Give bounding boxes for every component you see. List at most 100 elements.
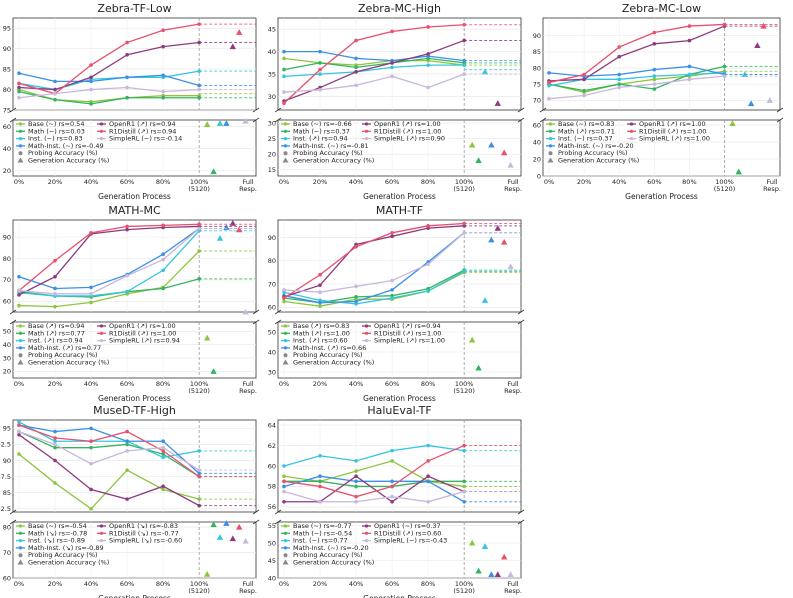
probe-point [125, 85, 129, 90]
probe-point [687, 77, 692, 82]
legend-swatch-marker [18, 531, 23, 535]
series-simplerl [282, 489, 521, 578]
series-line [18, 453, 200, 510]
probe-point [53, 97, 57, 102]
probe-point [282, 474, 286, 479]
series-line [283, 490, 465, 503]
x-tick-label: 0% [279, 580, 289, 588]
x-tick-label: 0% [14, 580, 24, 588]
probe-point [53, 458, 57, 463]
legend-swatch-marker [283, 346, 288, 350]
series-line [548, 70, 725, 93]
legend-label: SimpleRL (↗) rs=1.00 [374, 337, 445, 345]
legend-label: Base (↗) rs=0.94 [28, 322, 84, 330]
axis-break-mark [517, 117, 525, 123]
series-line [18, 250, 200, 308]
probe-point [161, 439, 165, 444]
probe-point [652, 77, 657, 82]
legend-label: Base (~) rs=-0.54 [28, 522, 87, 530]
y-tick-label: 60 [3, 574, 11, 582]
series-r1distill [547, 22, 780, 85]
probe-point [17, 95, 21, 100]
probe-point [89, 79, 93, 84]
x-tick-label: 100% [455, 580, 474, 588]
x-tick-label: (5120) [453, 185, 475, 193]
legend-swatch-marker [18, 524, 23, 528]
probe-point [125, 273, 129, 278]
legend-swatch-marker [629, 122, 634, 126]
probe-point [426, 443, 430, 448]
legend-generation-symbol [547, 157, 554, 163]
probe-point [426, 85, 430, 90]
probe-point [354, 83, 358, 88]
probe-point [652, 30, 657, 35]
legend-probing-symbol [548, 151, 553, 156]
series-line [283, 232, 465, 293]
legend-label: Inst. (↗) rs=0.60 [293, 337, 348, 345]
probe-point [390, 494, 394, 499]
probe-point [125, 449, 129, 453]
legend-generation-label: Generation Accuracy (%) [558, 157, 639, 165]
probe-point [125, 429, 129, 434]
x-tick-label: Full [507, 178, 518, 186]
legend-generation-label: Generation Accuracy (%) [293, 559, 374, 567]
probe-point [125, 40, 129, 45]
series-openr1 [282, 224, 521, 299]
legend-swatch-marker [18, 339, 23, 343]
probe-point [53, 292, 57, 296]
generation-marker [747, 100, 755, 107]
legend-swatch-marker [364, 531, 369, 535]
generation-marker [507, 571, 514, 578]
x-tick-label: 40% [349, 580, 363, 588]
probe-point [318, 479, 322, 484]
upper-axes-frame [12, 419, 257, 513]
axis-break-mark [9, 519, 17, 525]
probe-point [547, 83, 551, 88]
series-r1distill [282, 443, 521, 560]
legend-label: R1Distill (↗) rs=0.94 [109, 127, 176, 135]
legend-label: Math-Inst. (~) rs=-0.20 [558, 142, 634, 150]
probe-point [426, 25, 430, 29]
y-tick-label: 62 [268, 442, 276, 450]
legend-swatch-marker [99, 531, 104, 535]
axis-break-mark [274, 309, 282, 315]
series-r1distill [282, 22, 521, 156]
series-line [283, 73, 465, 93]
legend-swatch-marker [99, 324, 104, 328]
series-line [18, 23, 200, 95]
y-tick-label: 85 [3, 489, 11, 497]
probe-point [53, 274, 57, 279]
series-line [548, 23, 725, 84]
legend-swatch-marker [548, 144, 553, 148]
probe-point [390, 479, 394, 484]
generation-marker [500, 238, 508, 245]
legend-probing-label: Probing Accuracy (%) [28, 149, 98, 157]
x-tick-label: 40% [84, 580, 98, 588]
legend-label: Math (~) rs=-0.54 [293, 529, 352, 537]
y-tick-label: 60 [3, 298, 11, 306]
probe-point [687, 24, 692, 28]
upper-axes-frame [277, 219, 522, 313]
legend-label: Math-Inst. (~) rs=-0.81 [293, 142, 369, 150]
probe-point [89, 461, 93, 466]
probe-point [318, 304, 322, 308]
series-simplerl [547, 74, 780, 103]
series-line [548, 72, 725, 87]
probe-point [282, 288, 286, 292]
axis-break-mark [274, 107, 282, 113]
y-tick-label: 40 [533, 138, 541, 146]
x-tick-label: 20% [577, 178, 591, 186]
probe-point [390, 234, 394, 239]
upper-axes-frame [12, 219, 257, 313]
probe-point [390, 288, 394, 292]
legend-label: OpenR1 (↗) rs=1.00 [374, 120, 441, 128]
y-tick-label: 25 [268, 135, 276, 143]
generation-marker [210, 168, 217, 175]
probe-point [318, 49, 322, 54]
probe-point [125, 468, 129, 472]
legend-label: OpenR1 (↗) rs=0.94 [109, 120, 176, 128]
series-line [18, 70, 200, 91]
x-axis-label: Generation Process [625, 192, 698, 201]
series-simplerl [282, 72, 521, 168]
